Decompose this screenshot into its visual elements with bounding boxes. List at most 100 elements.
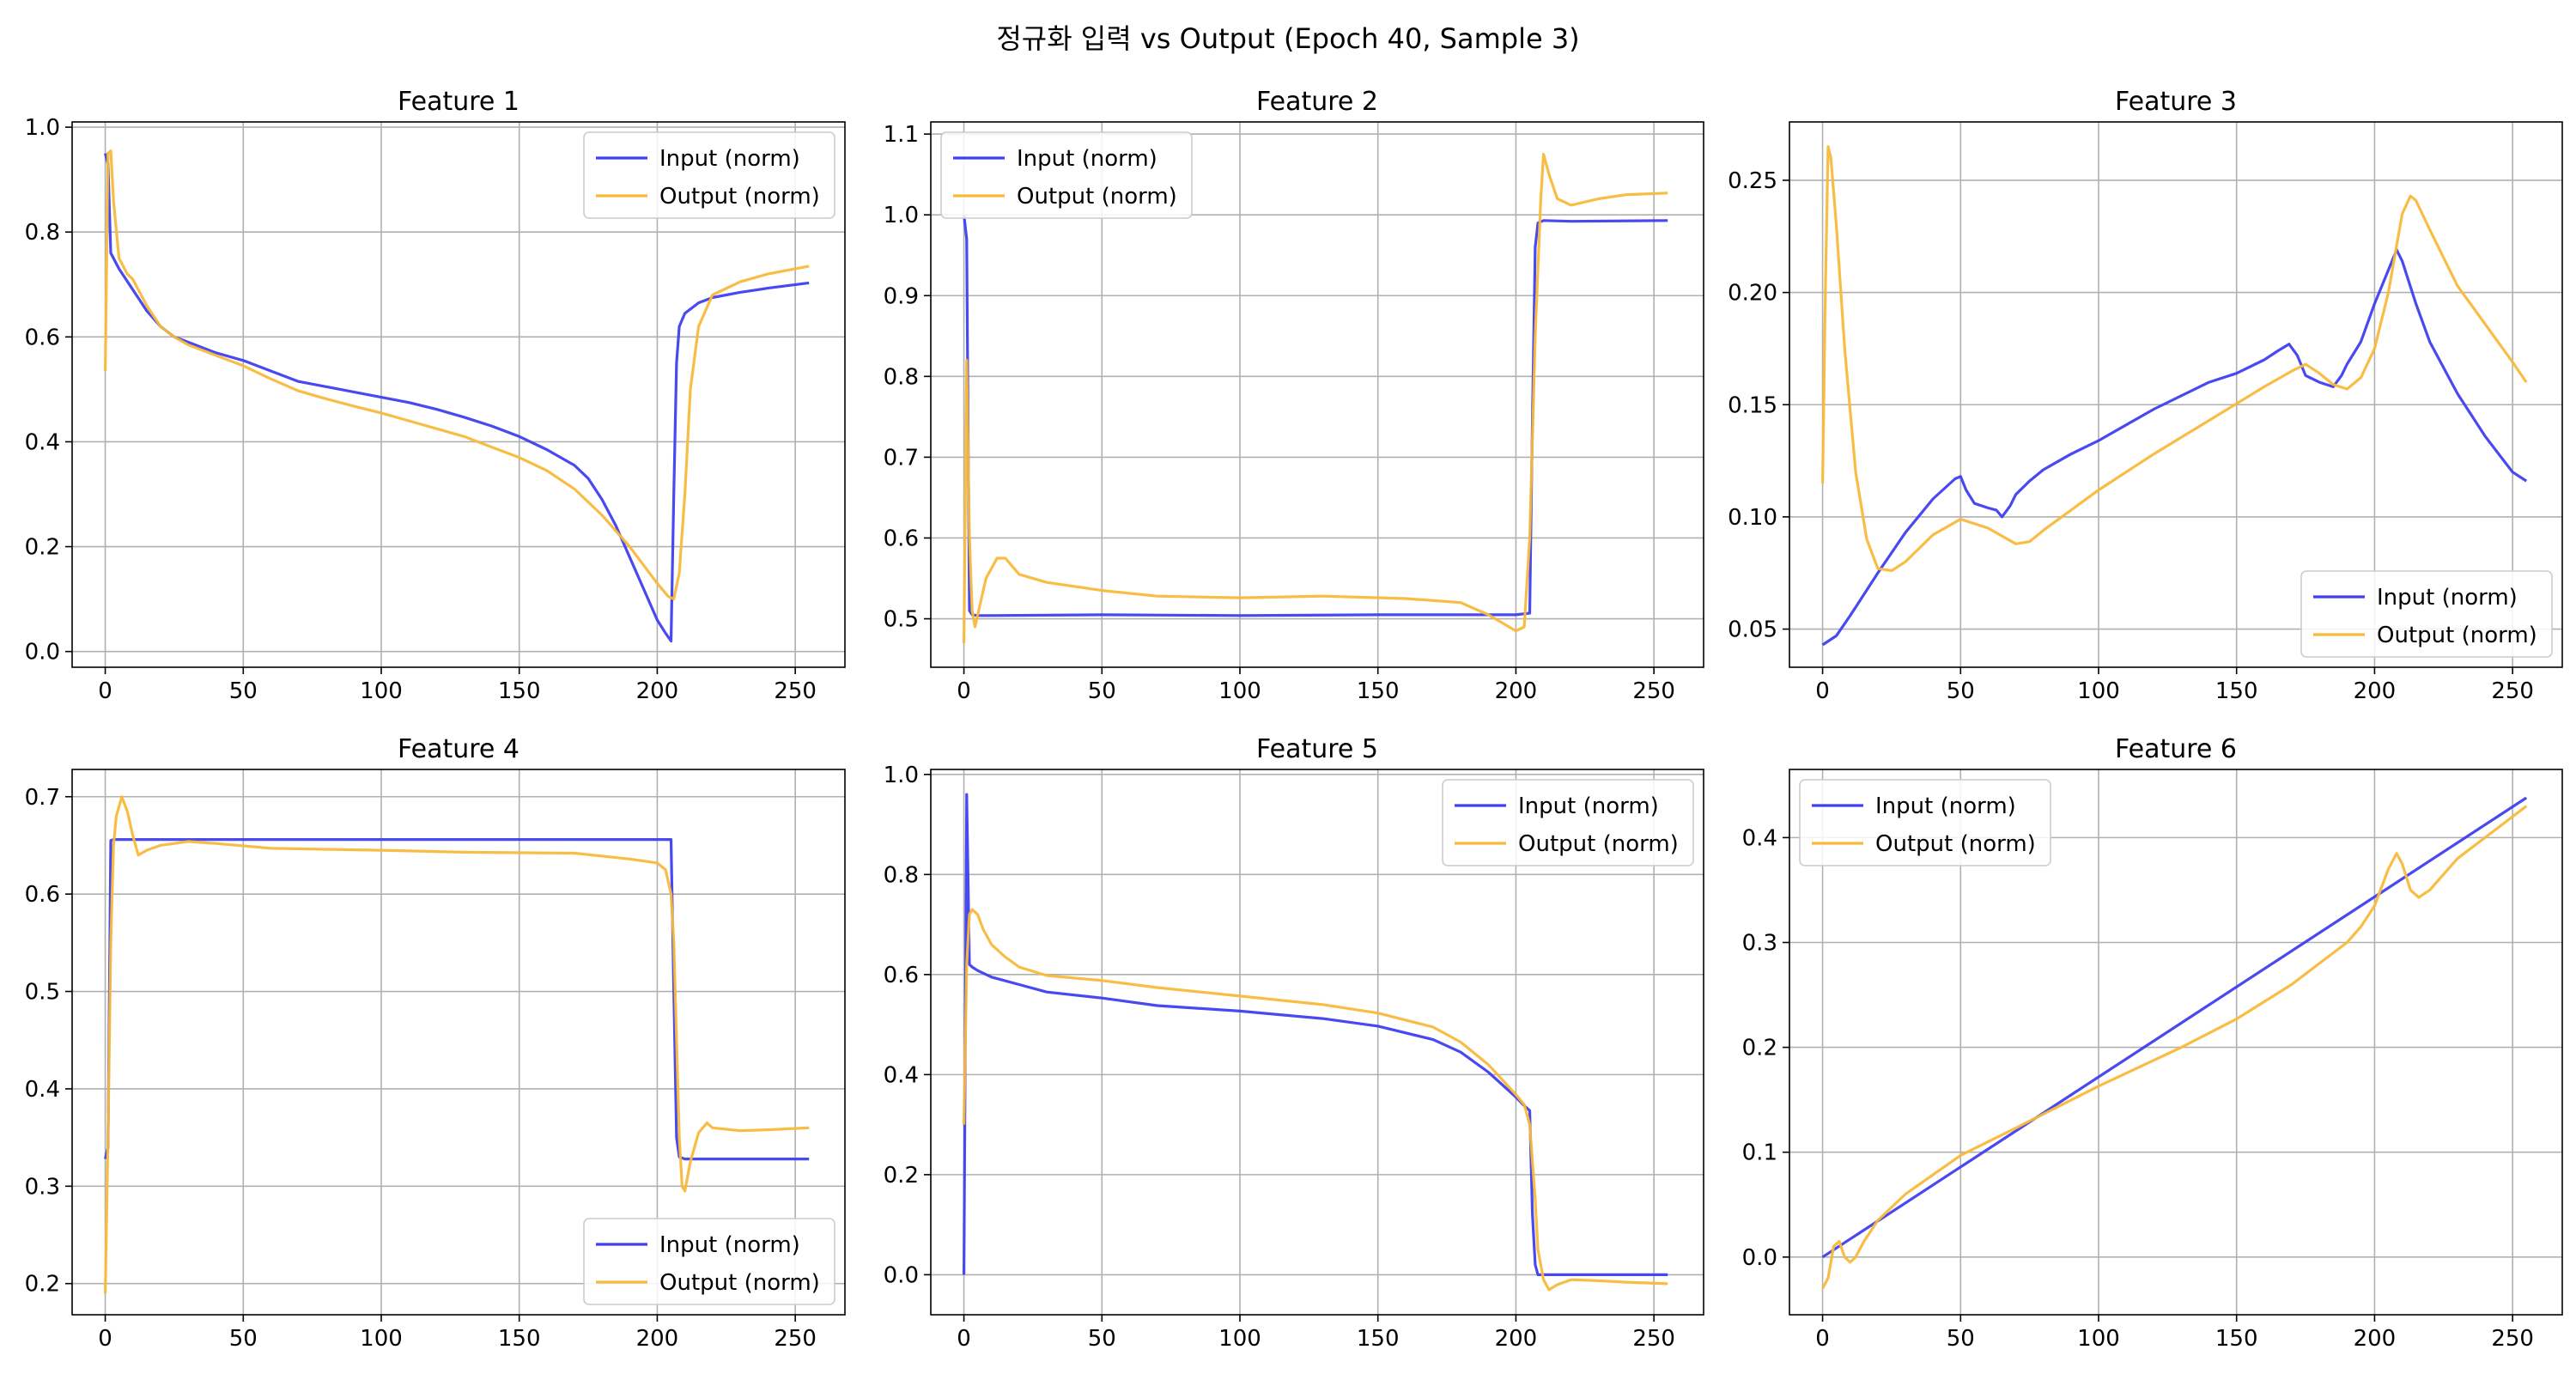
- axes-frame: [1789, 121, 2563, 668]
- series-line-input: [104, 838, 810, 1161]
- y-tick-label: 0.05: [1728, 617, 1777, 643]
- legend: Input (norm) Output (norm): [583, 131, 835, 219]
- y-tick-label: 1.0: [884, 203, 919, 228]
- series-line-input: [963, 215, 1668, 617]
- legend: Input (norm) Output (norm): [1442, 779, 1694, 866]
- y-tick-label: 0.4: [25, 1077, 60, 1103]
- subplot-title: Feature 1: [398, 87, 519, 117]
- y-tick-label: 0.8: [884, 862, 919, 888]
- legend: Input (norm) Output (norm): [1799, 779, 2051, 866]
- x-tick-label: 50: [229, 678, 258, 704]
- axes-frame: [71, 769, 846, 1316]
- x-tick-label: 250: [1632, 678, 1675, 704]
- x-tick-label: 150: [1357, 1326, 1400, 1352]
- subplot-6: 0 50 100 150 200 250 0.0 0.1 0.2 0.3 0.4 Feature 6 I…: [1742, 734, 2563, 1352]
- y-tick-label: 0.25: [1728, 168, 1777, 194]
- y-tick-label: 0.0: [25, 640, 60, 666]
- x-tick-label: 200: [636, 678, 679, 704]
- axes-frame: [1789, 769, 2563, 1316]
- y-tick-label: 0.3: [1742, 930, 1777, 956]
- y-tick-label: 0.4: [884, 1062, 919, 1088]
- y-tick-label: 0.15: [1728, 392, 1777, 418]
- subplot-title: Feature 2: [1256, 87, 1378, 117]
- y-tick-label: 0.4: [1742, 825, 1777, 851]
- x-tick-label: 50: [1947, 678, 1975, 704]
- y-tick-label: 0.5: [884, 607, 919, 633]
- legend-label-input: Input (norm): [1518, 793, 1659, 819]
- figure-suptitle: 정규화 입력 vs Output (Epoch 40, Sample 3): [996, 22, 1580, 55]
- series-line-input: [104, 153, 810, 643]
- y-tick-label: 0.4: [25, 429, 60, 455]
- subplot-title: Feature 5: [1256, 734, 1378, 764]
- y-tick-label: 0.6: [25, 325, 60, 350]
- x-tick-label: 250: [1632, 1326, 1675, 1352]
- subplot-title: Feature 6: [2115, 734, 2237, 764]
- y-tick-label: 0.7: [884, 445, 919, 471]
- axes-frame: [71, 121, 846, 668]
- x-tick-label: 0: [1815, 678, 1830, 704]
- series-line-output: [1821, 805, 2528, 1290]
- y-tick-label: 0.20: [1728, 281, 1777, 307]
- y-tick-label: 0.8: [25, 220, 60, 246]
- x-tick-label: 250: [774, 1326, 817, 1352]
- x-tick-label: 100: [2077, 678, 2120, 704]
- y-tick-label: 1.0: [25, 115, 60, 141]
- legend: Input (norm) Output (norm): [940, 131, 1193, 219]
- y-tick-label: 0.2: [884, 1163, 919, 1189]
- x-tick-label: 50: [229, 1326, 258, 1352]
- subplot-title: Feature 4: [398, 734, 519, 764]
- x-tick-label: 150: [1357, 678, 1400, 704]
- y-tick-label: 0.6: [25, 882, 60, 908]
- legend-label-output: Output (norm): [1017, 184, 1177, 210]
- x-tick-label: 150: [2215, 678, 2258, 704]
- subplot-4: 0 50 100 150 200 250 0.2 0.3 0.4 0.5 0.6 0.7 Feature…: [25, 734, 846, 1352]
- x-tick-label: 200: [1495, 678, 1538, 704]
- x-tick-label: 0: [98, 1326, 112, 1352]
- legend-label-output: Output (norm): [2377, 623, 2537, 648]
- legend-label-output: Output (norm): [659, 184, 820, 210]
- legend-label-output: Output (norm): [659, 1270, 820, 1296]
- x-tick-label: 100: [360, 1326, 403, 1352]
- x-tick-label: 250: [2491, 1326, 2534, 1352]
- series-line-input: [1821, 796, 2528, 1259]
- legend-label-output: Output (norm): [1518, 831, 1679, 857]
- y-tick-label: 0.10: [1728, 505, 1777, 531]
- y-tick-label: 0.1: [1742, 1140, 1777, 1166]
- x-tick-label: 50: [1088, 1326, 1116, 1352]
- legend-label-input: Input (norm): [659, 1232, 800, 1258]
- legend: Input (norm) Output (norm): [583, 1218, 835, 1305]
- y-tick-label: 0.5: [25, 980, 60, 1006]
- x-tick-label: 200: [2354, 678, 2397, 704]
- x-tick-label: 200: [2354, 1326, 2397, 1352]
- y-tick-label: 0.0: [1742, 1245, 1777, 1271]
- y-tick-label: 1.1: [884, 122, 919, 148]
- series-line-output: [963, 153, 1668, 643]
- series-line-output: [104, 795, 810, 1294]
- x-tick-label: 0: [957, 678, 971, 704]
- y-tick-label: 0.7: [25, 785, 60, 811]
- x-tick-label: 250: [774, 678, 817, 704]
- y-tick-label: 0.3: [25, 1174, 60, 1200]
- legend: Input (norm) Output (norm): [2300, 570, 2553, 658]
- x-tick-label: 200: [636, 1326, 679, 1352]
- legend-label-input: Input (norm): [1017, 146, 1157, 172]
- y-tick-label: 0.6: [884, 963, 919, 988]
- legend-label-input: Input (norm): [659, 146, 800, 172]
- x-tick-label: 150: [2215, 1326, 2258, 1352]
- y-tick-label: 0.2: [1742, 1036, 1777, 1061]
- x-tick-label: 250: [2491, 678, 2534, 704]
- x-tick-label: 150: [498, 1326, 541, 1352]
- legend-label-output: Output (norm): [1875, 831, 2036, 857]
- y-tick-label: 0.6: [884, 526, 919, 551]
- y-tick-label: 0.9: [884, 283, 919, 309]
- x-tick-label: 50: [1088, 678, 1116, 704]
- subplot-title: Feature 3: [2115, 87, 2237, 117]
- y-tick-label: 0.2: [25, 535, 60, 561]
- x-tick-label: 100: [360, 678, 403, 704]
- x-tick-label: 0: [1815, 1326, 1830, 1352]
- subplot-1: 0 50 100 150 200 250 0.0 0.2 0.4 0.6 0.8 1.0 Feature…: [25, 87, 846, 704]
- legend-label-input: Input (norm): [1875, 793, 2016, 819]
- x-tick-label: 0: [957, 1326, 971, 1352]
